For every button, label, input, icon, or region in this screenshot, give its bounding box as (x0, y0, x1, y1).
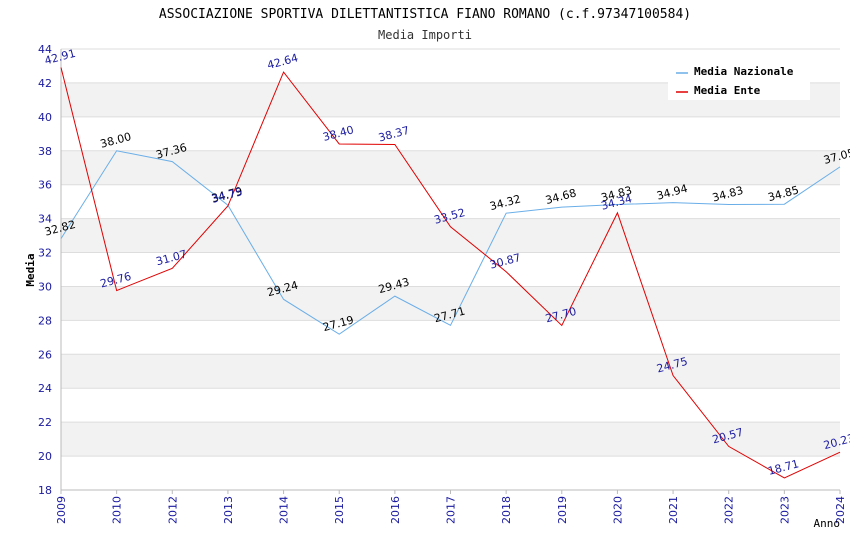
y-tick-label: 18 (38, 484, 52, 497)
y-tick-label: 44 (38, 43, 52, 56)
grid-band (61, 320, 840, 355)
x-tick-label: 2012 (166, 496, 179, 524)
grid-band (61, 252, 840, 287)
series-line-media-nazionale (60, 150, 841, 335)
x-tick-label: 2021 (667, 496, 680, 524)
x-tick-label: 2019 (556, 496, 569, 524)
x-tick-labels: 2009 2010 2012 2013 2014 2015 2016 2017 2018 2019… (55, 496, 847, 524)
legend: Media Nazionale Media Ente (668, 60, 810, 100)
y-tick-label: 24 (38, 382, 52, 395)
grid-band (61, 388, 840, 423)
y-tick-label: 26 (38, 348, 52, 361)
grid-band (61, 184, 840, 219)
x-tick-label: 2010 (111, 496, 124, 524)
y-tick-label: 34 (38, 213, 52, 226)
gridlines (61, 48, 840, 491)
grid-band (61, 286, 840, 321)
x-tick-label: 2023 (778, 496, 791, 524)
grid-bands (61, 49, 840, 490)
x-tick-label: 2022 (723, 496, 736, 524)
legend-box (668, 60, 810, 100)
y-tick-label: 30 (38, 280, 52, 293)
y-tick-label: 36 (38, 179, 52, 192)
y-axis-label: Media (24, 253, 37, 286)
y-tick-label: 38 (38, 145, 52, 158)
x-axis-label: Anno (814, 517, 841, 530)
x-tick-label: 2014 (278, 496, 291, 524)
legend-label-media-nazionale: Media Nazionale (694, 65, 794, 78)
y-tick-label: 32 (38, 247, 52, 260)
x-tick-label: 2013 (222, 496, 235, 524)
y-tick-label: 28 (38, 314, 52, 327)
y-tick-label: 20 (38, 450, 52, 463)
x-tick-label: 2017 (445, 496, 458, 524)
grid-band (61, 116, 840, 151)
grid-band (61, 422, 840, 457)
y-tick-label: 40 (38, 111, 52, 124)
x-tick-label: 2015 (333, 496, 346, 524)
chart-subtitle: Media Importi (378, 28, 472, 42)
series-line-media-ente (60, 67, 841, 479)
chart-title: ASSOCIAZIONE SPORTIVA DILETTANTISTICA FI… (159, 7, 691, 22)
grid-band (61, 354, 840, 389)
x-tick-label: 2009 (55, 496, 68, 524)
x-tick-label: 2018 (500, 496, 513, 524)
y-tick-label: 42 (38, 77, 52, 90)
grid-band (61, 150, 840, 185)
y-tick-label: 22 (38, 416, 52, 429)
x-tick-label: 2020 (611, 496, 624, 524)
x-tick-label: 2024 (834, 496, 847, 524)
x-tick-label: 2016 (389, 496, 402, 524)
axes (60, 49, 841, 494)
grid-band (61, 456, 840, 490)
grid-band (61, 218, 840, 253)
y-tick-labels: 18 20 22 24 26 28 30 32 34 36 38 40 42 44 (38, 43, 52, 497)
series-lines (60, 67, 841, 479)
legend-label-media-ente: Media Ente (694, 84, 761, 97)
